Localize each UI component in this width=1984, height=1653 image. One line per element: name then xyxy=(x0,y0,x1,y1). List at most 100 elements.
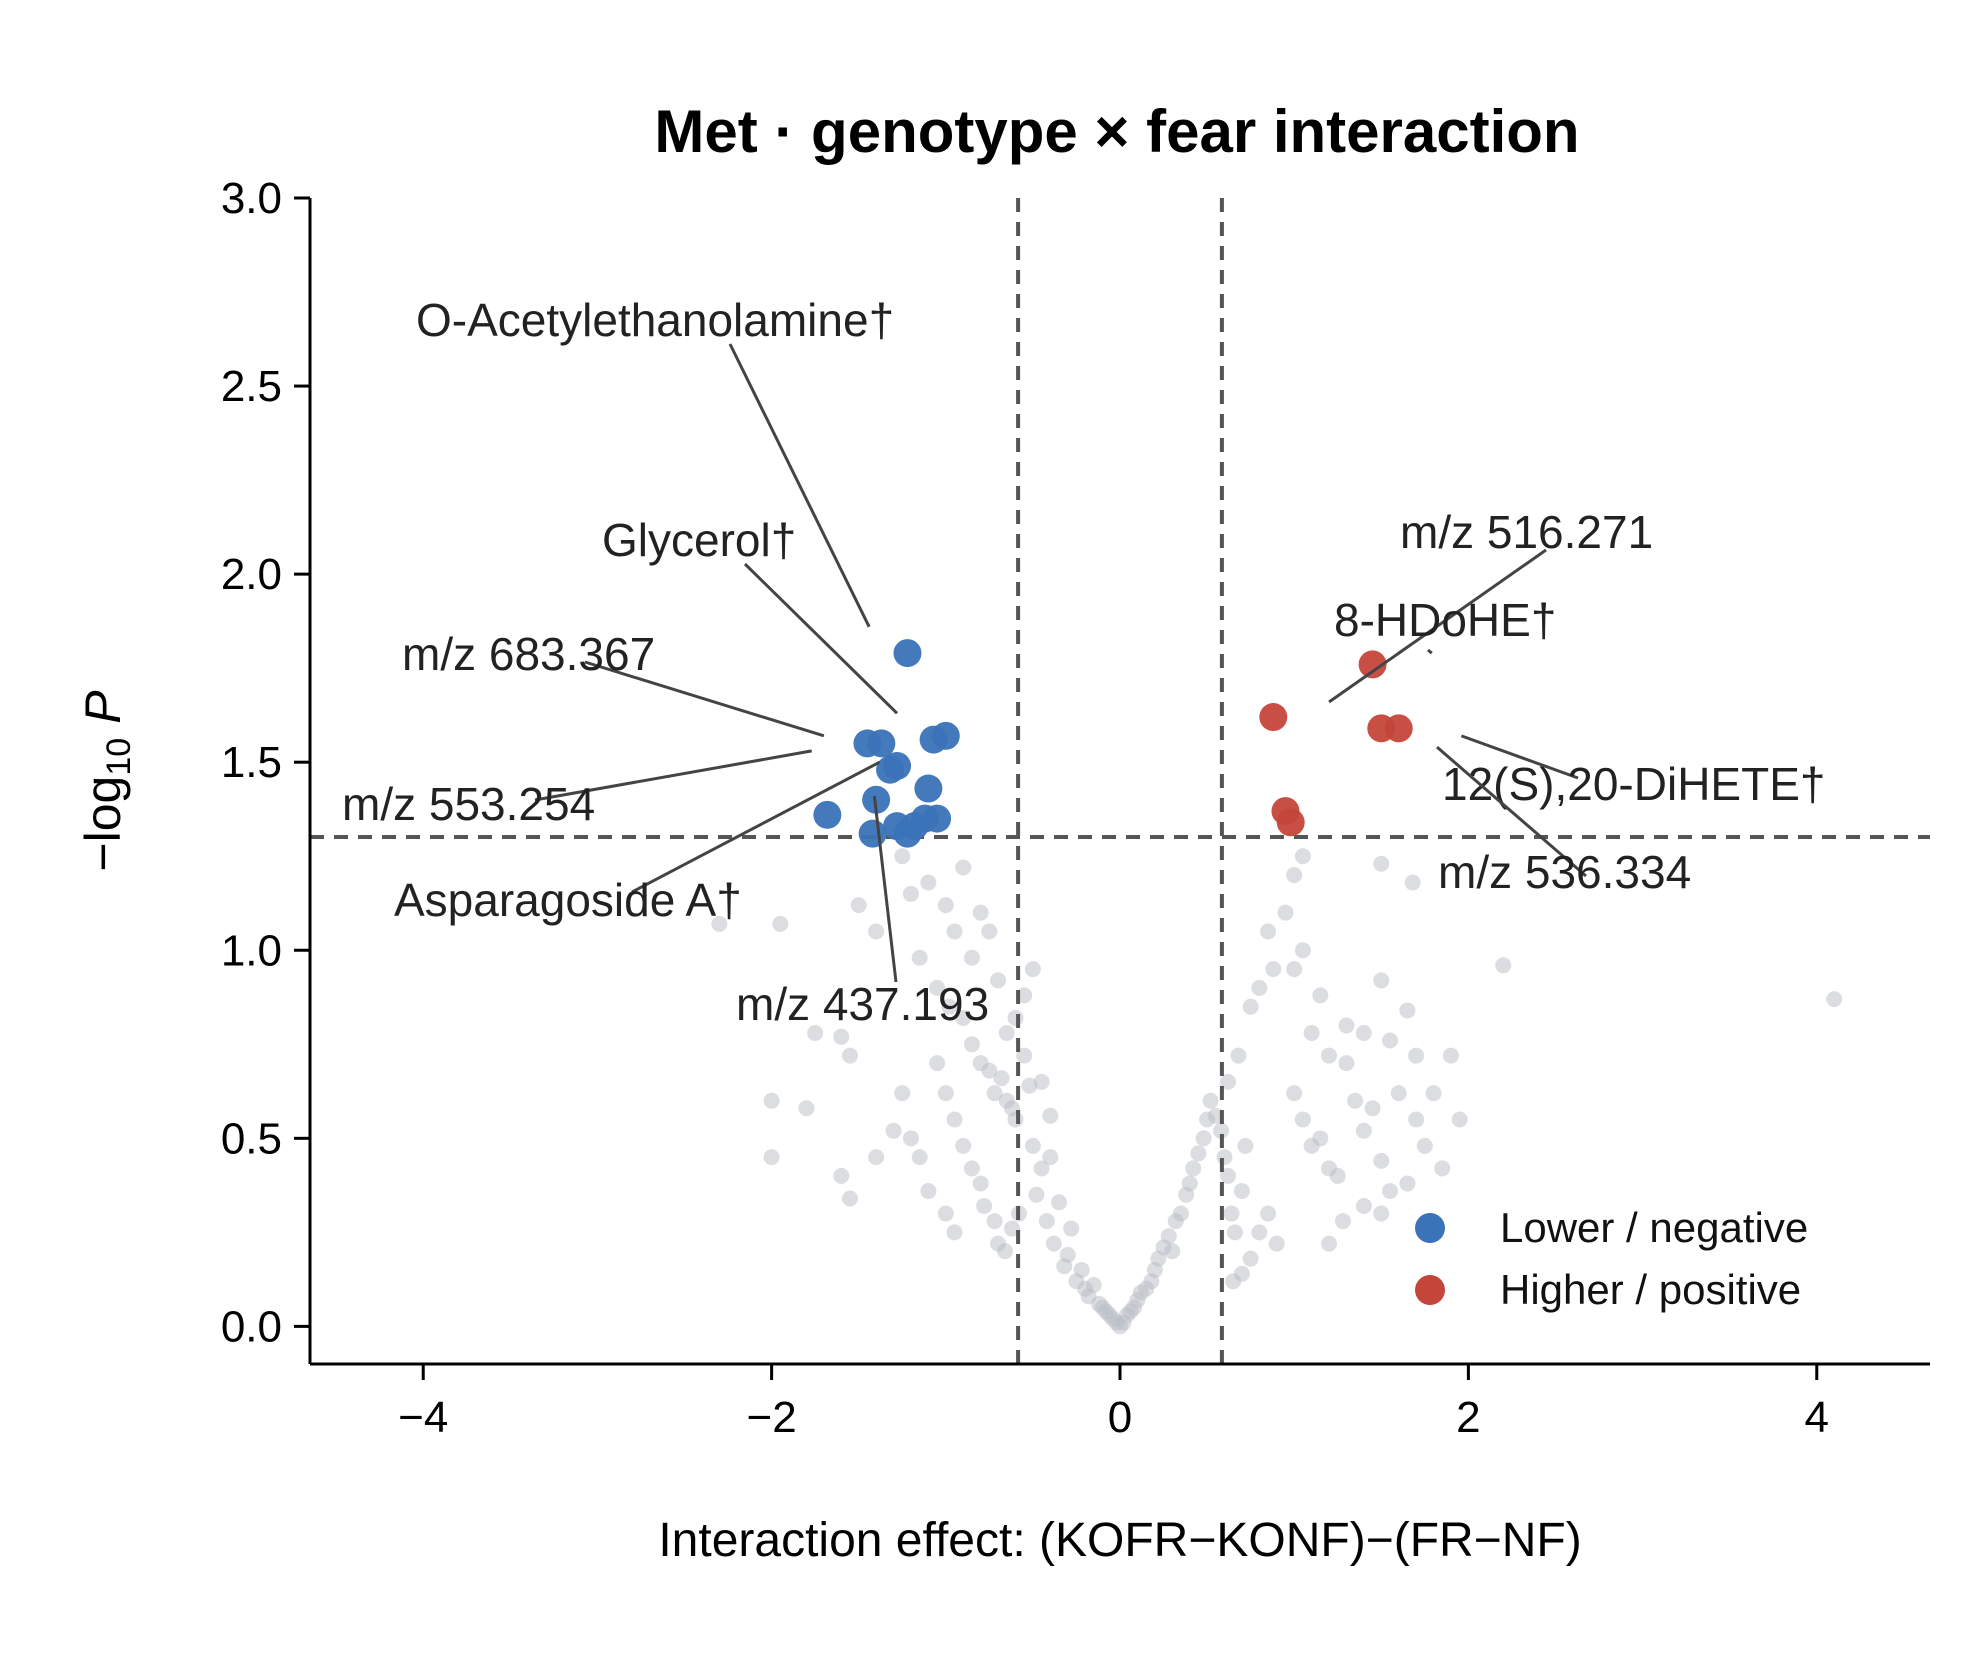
background-point xyxy=(1268,1235,1285,1252)
annotation-leader-line xyxy=(1460,734,1579,780)
background-point xyxy=(1181,1175,1198,1192)
background-point xyxy=(981,1062,998,1079)
background-point xyxy=(1303,1025,1320,1042)
background-point xyxy=(711,915,728,932)
background-point xyxy=(1190,1145,1207,1162)
background-point xyxy=(1373,1152,1390,1169)
positive-point xyxy=(1358,650,1387,679)
background-point xyxy=(946,1111,963,1128)
background-point xyxy=(998,1025,1015,1042)
background-point xyxy=(1399,1175,1416,1192)
background-point xyxy=(763,1149,780,1166)
background-point xyxy=(1408,1111,1425,1128)
background-point xyxy=(981,923,998,940)
background-point xyxy=(1033,1073,1050,1090)
background-point xyxy=(1024,1137,1041,1154)
background-point xyxy=(1390,1085,1407,1102)
background-point xyxy=(1373,855,1390,872)
background-point xyxy=(902,885,919,902)
x-tick-label: 4 xyxy=(1805,1393,1829,1442)
background-point xyxy=(902,1130,919,1147)
negative-point xyxy=(858,819,887,848)
background-points xyxy=(711,848,1843,1335)
background-point xyxy=(1038,1213,1055,1230)
legend-marker-negative xyxy=(1415,1213,1445,1243)
background-point xyxy=(833,1167,850,1184)
positive-point xyxy=(1259,703,1288,732)
background-point xyxy=(868,1149,885,1166)
background-point xyxy=(986,1085,1003,1102)
background-point xyxy=(885,1122,902,1139)
annotation-leader-line xyxy=(872,795,898,983)
background-point xyxy=(1024,961,1041,978)
background-point xyxy=(990,972,1007,989)
annotations: O-Acetylethanolamine† Glycerol† m/z 683.36… xyxy=(342,294,1825,1030)
annotation-label: Asparagoside A† xyxy=(394,874,742,926)
background-point xyxy=(1260,1205,1277,1222)
background-point xyxy=(894,848,911,865)
background-point xyxy=(1495,957,1512,974)
background-point xyxy=(1220,1073,1236,1090)
y-axis-label: −log10 P xyxy=(75,690,138,872)
y-tick-label: 2.0 xyxy=(221,550,282,599)
legend-marker-positive xyxy=(1415,1275,1445,1305)
y-axis-label-main: −log xyxy=(75,776,131,872)
y-ticks: 0.0 0.5 1.0 1.5 2.0 2.5 3.0 xyxy=(221,174,310,1351)
significant-points xyxy=(813,639,1413,848)
background-point xyxy=(1312,987,1329,1004)
y-tick-label: 0.0 xyxy=(221,1302,282,1351)
background-point xyxy=(1373,1205,1390,1222)
background-point xyxy=(1312,1130,1329,1147)
background-point xyxy=(937,1205,954,1222)
background-point xyxy=(1007,1111,1024,1128)
annotation-label: m/z 516.271 xyxy=(1400,506,1653,558)
annotation-leader-line xyxy=(728,343,871,628)
y-tick-label: 3.0 xyxy=(221,174,282,223)
background-point xyxy=(842,1047,858,1064)
background-point xyxy=(1382,1032,1398,1049)
reference-lines xyxy=(310,198,1930,1364)
annotation-leader-line xyxy=(1328,548,1547,704)
negative-point xyxy=(893,639,922,668)
background-point xyxy=(807,1025,824,1042)
background-point xyxy=(1251,979,1268,996)
negative-point xyxy=(813,800,842,829)
positive-point xyxy=(1276,808,1305,837)
background-point xyxy=(868,923,885,940)
background-point xyxy=(1329,1167,1346,1184)
plot-area: O-Acetylethanolamine† Glycerol† m/z 683.36… xyxy=(310,198,1930,1364)
annotation-leader-line xyxy=(631,760,881,894)
background-point xyxy=(1425,1085,1442,1102)
background-point xyxy=(1265,961,1282,978)
background-point xyxy=(850,897,867,914)
background-point xyxy=(1294,942,1311,959)
positive-point xyxy=(1384,714,1413,743)
background-point xyxy=(911,949,928,966)
background-point xyxy=(1364,1100,1381,1117)
background-point xyxy=(1045,1235,1062,1252)
background-point xyxy=(1826,991,1843,1008)
negative-point xyxy=(876,755,905,784)
annotation-label: Glycerol† xyxy=(602,514,796,566)
background-point xyxy=(1382,1182,1398,1199)
negative-point xyxy=(867,729,896,758)
background-point xyxy=(1004,1220,1020,1237)
background-point xyxy=(1220,1167,1236,1184)
background-point xyxy=(1073,1261,1090,1278)
background-point xyxy=(955,1009,972,1026)
background-point xyxy=(1042,1149,1059,1166)
x-tick-label: −2 xyxy=(747,1393,797,1442)
background-point xyxy=(1237,1137,1254,1154)
background-point xyxy=(937,897,954,914)
background-point xyxy=(955,1137,972,1154)
background-point xyxy=(941,998,958,1015)
x-tick-label: −4 xyxy=(398,1393,448,1442)
negative-point xyxy=(914,774,943,803)
annotation-label: O-Acetylethanolamine† xyxy=(416,294,894,346)
annotation-leader-line xyxy=(1427,648,1433,655)
annotation-label: m/z 437.193 xyxy=(736,978,989,1030)
background-point xyxy=(946,923,963,940)
background-point xyxy=(894,1085,911,1102)
y-tick-label: 2.5 xyxy=(221,362,282,411)
